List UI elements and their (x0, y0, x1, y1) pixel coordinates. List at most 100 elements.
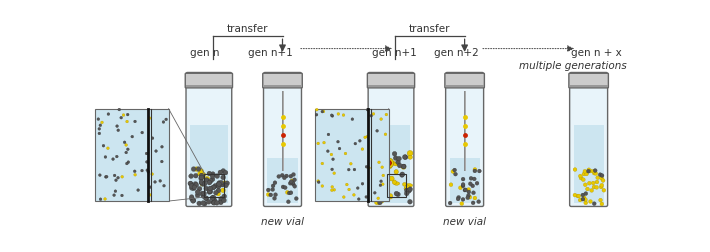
Circle shape (165, 118, 168, 121)
Circle shape (401, 165, 406, 169)
Circle shape (385, 114, 388, 116)
Circle shape (394, 192, 399, 196)
Circle shape (207, 172, 212, 176)
Circle shape (393, 156, 398, 161)
Circle shape (592, 202, 596, 206)
Circle shape (381, 155, 385, 160)
Circle shape (322, 111, 325, 113)
Circle shape (476, 200, 481, 204)
Bar (368, 86, 414, 88)
Circle shape (208, 190, 213, 194)
Circle shape (581, 198, 585, 201)
Circle shape (469, 177, 473, 180)
Circle shape (146, 169, 148, 172)
Circle shape (366, 136, 368, 138)
Circle shape (595, 180, 599, 184)
Ellipse shape (381, 184, 386, 188)
Circle shape (592, 185, 596, 189)
Circle shape (266, 193, 271, 197)
Circle shape (201, 194, 206, 199)
Circle shape (381, 166, 383, 169)
Circle shape (273, 197, 276, 200)
Circle shape (189, 174, 193, 179)
Circle shape (459, 186, 462, 190)
Ellipse shape (405, 184, 413, 187)
FancyBboxPatch shape (569, 74, 608, 88)
Circle shape (106, 147, 109, 150)
Circle shape (599, 185, 603, 189)
Circle shape (352, 194, 355, 197)
Circle shape (219, 197, 224, 201)
Circle shape (579, 176, 583, 180)
Circle shape (451, 170, 455, 174)
Circle shape (191, 198, 196, 203)
Circle shape (457, 196, 461, 200)
Circle shape (111, 158, 114, 161)
Circle shape (366, 109, 369, 112)
Circle shape (114, 179, 117, 182)
Circle shape (202, 191, 207, 196)
Circle shape (466, 196, 469, 200)
Circle shape (401, 164, 406, 169)
Circle shape (106, 141, 113, 147)
Circle shape (147, 171, 150, 174)
Circle shape (190, 184, 194, 188)
Circle shape (127, 161, 130, 164)
Circle shape (379, 184, 382, 187)
Circle shape (193, 182, 198, 186)
Circle shape (212, 201, 217, 205)
Circle shape (212, 185, 217, 190)
Circle shape (218, 170, 223, 175)
Circle shape (219, 181, 224, 185)
Circle shape (125, 151, 128, 154)
Circle shape (214, 191, 218, 195)
Circle shape (582, 172, 586, 176)
Circle shape (137, 189, 140, 192)
Circle shape (271, 188, 275, 192)
Circle shape (151, 173, 153, 176)
Circle shape (295, 197, 298, 201)
Circle shape (349, 163, 352, 166)
Circle shape (199, 175, 204, 180)
Circle shape (462, 184, 465, 188)
Circle shape (321, 111, 324, 114)
Circle shape (126, 121, 129, 123)
Circle shape (113, 174, 116, 177)
Circle shape (220, 183, 224, 187)
Circle shape (210, 196, 214, 201)
Ellipse shape (382, 170, 387, 174)
Circle shape (126, 114, 129, 116)
Circle shape (364, 136, 366, 139)
Circle shape (204, 196, 208, 201)
Circle shape (460, 202, 464, 206)
Circle shape (146, 161, 148, 164)
Ellipse shape (389, 194, 393, 199)
Circle shape (381, 183, 384, 186)
Circle shape (361, 183, 364, 185)
Circle shape (596, 176, 600, 180)
Ellipse shape (375, 201, 381, 205)
Circle shape (219, 181, 223, 186)
Text: gen n+1: gen n+1 (248, 48, 293, 58)
Circle shape (383, 187, 388, 192)
Circle shape (584, 192, 588, 196)
Ellipse shape (389, 176, 394, 181)
Circle shape (587, 182, 591, 185)
Ellipse shape (393, 163, 399, 166)
Circle shape (195, 193, 200, 198)
Circle shape (584, 172, 589, 176)
Circle shape (126, 163, 129, 165)
Circle shape (395, 160, 400, 165)
Circle shape (370, 115, 373, 118)
Circle shape (321, 185, 324, 188)
Circle shape (148, 117, 151, 120)
Circle shape (277, 175, 280, 179)
Bar (569, 86, 608, 88)
Circle shape (289, 180, 293, 184)
Circle shape (163, 185, 165, 187)
Circle shape (212, 196, 216, 200)
Circle shape (602, 188, 606, 192)
Circle shape (162, 121, 165, 124)
Circle shape (405, 188, 409, 193)
Circle shape (601, 179, 605, 183)
